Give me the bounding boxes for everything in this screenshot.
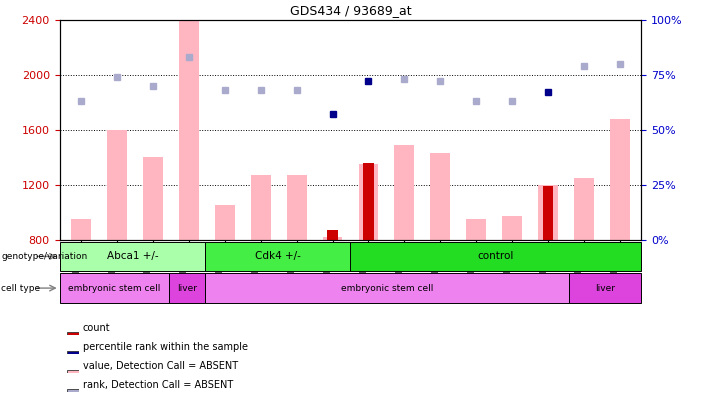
Bar [60, 273, 169, 303]
Bar [569, 273, 641, 303]
Text: control: control [478, 251, 514, 261]
Bar [287, 175, 306, 240]
Text: genotype/variation: genotype/variation [1, 252, 88, 261]
Bar [610, 119, 629, 240]
Bar [502, 216, 522, 240]
Bar [538, 185, 558, 240]
Bar [72, 219, 91, 240]
Bar [363, 163, 374, 240]
Text: liver: liver [177, 284, 197, 293]
Bar [395, 145, 414, 240]
Bar [215, 205, 235, 240]
Text: value, Detection Call = ABSENT: value, Detection Call = ABSENT [83, 361, 238, 371]
Bar [251, 175, 271, 240]
Bar [359, 164, 379, 240]
Text: embryonic stem cell: embryonic stem cell [341, 284, 433, 293]
Bar [205, 242, 350, 271]
Bar [466, 219, 486, 240]
Title: GDS434 / 93689_at: GDS434 / 93689_at [290, 4, 411, 17]
Bar [574, 178, 594, 240]
Bar [430, 153, 450, 240]
Bar [143, 157, 163, 240]
Bar [169, 273, 205, 303]
Text: count: count [83, 323, 110, 333]
Text: percentile rank within the sample: percentile rank within the sample [83, 342, 247, 352]
Bar [179, 20, 199, 240]
Bar [327, 230, 338, 240]
Bar [322, 237, 342, 240]
Bar [350, 242, 641, 271]
Text: Abca1 +/-: Abca1 +/- [107, 251, 158, 261]
Text: rank, Detection Call = ABSENT: rank, Detection Call = ABSENT [83, 380, 233, 390]
Bar [60, 242, 205, 271]
Text: liver: liver [595, 284, 615, 293]
Text: cell type: cell type [1, 284, 41, 293]
Bar [107, 129, 127, 240]
Bar [543, 186, 554, 240]
Bar [205, 273, 569, 303]
Text: embryonic stem cell: embryonic stem cell [68, 284, 161, 293]
Text: Cdk4 +/-: Cdk4 +/- [255, 251, 301, 261]
